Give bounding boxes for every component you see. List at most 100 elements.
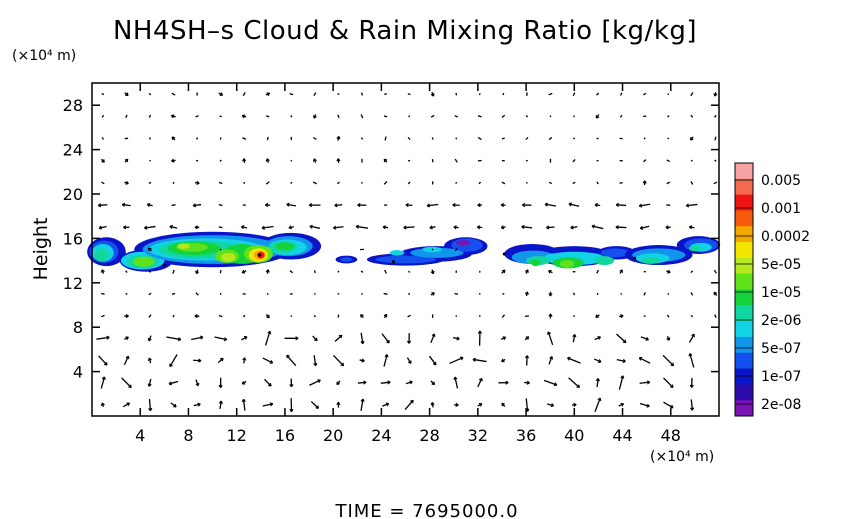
wind-vector [241, 398, 246, 411]
wind-vector [262, 402, 274, 407]
wind-vector [241, 336, 248, 341]
wind-vector [125, 114, 128, 118]
wind-vector [431, 159, 434, 163]
wind-vector [690, 399, 695, 411]
wind-vector [290, 181, 293, 185]
wind-vector [403, 225, 415, 230]
wind-vector [219, 248, 222, 251]
cloud-contour [340, 257, 353, 262]
wind-vector [501, 114, 506, 118]
wind-vector [431, 248, 434, 251]
wind-vector [218, 226, 223, 229]
wind-vector [572, 158, 576, 163]
wind-vector [360, 398, 365, 411]
wind-vector [690, 292, 694, 296]
wind-vector [690, 92, 694, 97]
wind-vector [685, 203, 698, 208]
colorbar-swatch [735, 194, 753, 211]
wind-vector [525, 159, 528, 162]
wind-vector [264, 330, 272, 346]
wind-vector [263, 378, 272, 387]
wind-vector [96, 335, 110, 340]
wind-vector [426, 203, 439, 208]
wind-vector [594, 202, 601, 208]
wind-vector [337, 270, 340, 273]
wind-vector [123, 225, 130, 230]
wind-vector [667, 292, 670, 295]
wind-vector [548, 136, 553, 141]
wind-vector [242, 357, 247, 364]
wind-vector [406, 333, 412, 344]
wind-vector [312, 335, 318, 342]
wind-vector [124, 92, 129, 96]
wind-vector [690, 314, 694, 318]
wind-vector [500, 203, 506, 208]
wind-vector [478, 93, 481, 96]
cloud-contour [375, 255, 436, 264]
wind-vector [666, 336, 671, 341]
wind-vector [525, 136, 529, 141]
wind-vector [172, 314, 175, 318]
wind-vector [638, 203, 651, 208]
wind-vector [336, 135, 341, 141]
wind-vector [147, 378, 152, 387]
wind-vector [407, 159, 411, 162]
wind-vector [595, 114, 600, 119]
wind-vector [666, 314, 670, 318]
wind-vector [265, 181, 270, 185]
wind-vector [194, 225, 200, 230]
x-axis: 4 8 12 16 20 24 28 32 36 40 44 48 [135, 83, 681, 445]
y-tick-label: 8 [73, 318, 83, 337]
wind-vector [240, 225, 248, 230]
wind-vector [618, 375, 625, 390]
wind-vector [454, 402, 459, 407]
wind-vector [290, 315, 293, 318]
wind-vector [337, 181, 340, 185]
wind-vector [640, 336, 649, 341]
wind-vector [147, 335, 152, 342]
wind-vector [639, 380, 651, 385]
wind-vector [266, 292, 269, 295]
wind-vector [193, 358, 202, 363]
wind-vector [665, 225, 671, 230]
wind-vector [218, 400, 223, 409]
wind-vector [688, 353, 695, 368]
wind-vector [262, 357, 274, 364]
chart-title: NH4SH–s Cloud & Rain Mixing Ratio [kg/kg… [113, 16, 697, 46]
wind-vector [615, 225, 627, 230]
x-tick-label: 12 [227, 426, 247, 445]
wind-vector [124, 336, 129, 341]
wind-vector [265, 203, 271, 208]
wind-vector [454, 247, 458, 252]
wind-vector [360, 137, 364, 140]
wind-vector [313, 114, 317, 119]
wind-vector [619, 314, 624, 319]
wind-vector [170, 114, 176, 119]
wind-vector [383, 354, 389, 367]
wind-vector [643, 292, 647, 296]
wind-vector [714, 314, 717, 318]
wind-vector [308, 203, 321, 208]
wind-vector [500, 336, 507, 341]
colorbar-swatch [735, 242, 753, 259]
wind-vector [284, 336, 299, 341]
wind-vector [689, 136, 694, 141]
y-tick-label: 4 [73, 363, 83, 382]
wind-vector [310, 400, 320, 409]
colorbar: 0.005 0.001 0.0002 5e-05 1e-05 2e-06 5e-07 1e-0… [734, 162, 810, 417]
wind-vector [406, 357, 412, 364]
x-tick-label: 48 [661, 426, 681, 445]
wind-vector [572, 137, 576, 140]
wind-vector [218, 377, 223, 388]
colorbar-label: 5e-07 [761, 341, 801, 357]
colorbar-label: 1e-07 [761, 369, 801, 385]
wind-vector [501, 402, 506, 408]
wind-vector [289, 398, 294, 413]
wind-vector [666, 269, 671, 274]
wind-vector [713, 269, 717, 274]
wind-vector [241, 269, 247, 274]
wind-vector [525, 181, 528, 184]
wind-vector [713, 181, 718, 185]
wind-vector [146, 202, 153, 207]
wind-vector [265, 313, 270, 319]
